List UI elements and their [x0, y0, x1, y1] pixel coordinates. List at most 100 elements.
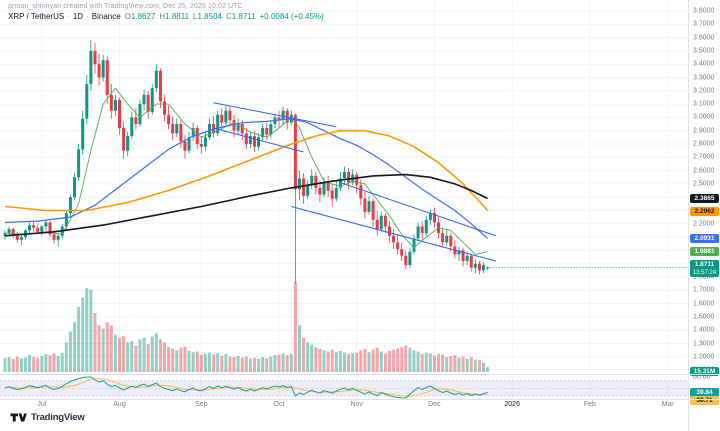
volume-bar: [383, 353, 387, 372]
volume-bar: [330, 349, 334, 372]
volume-bar: [77, 306, 81, 372]
candle-body: [93, 50, 97, 65]
price-tick-label: 3.4000: [693, 60, 715, 68]
candle-body: [334, 187, 338, 199]
candle-body: [191, 128, 195, 138]
volume-bar: [195, 351, 199, 372]
timeframe[interactable]: 1D: [72, 12, 84, 21]
volume-bar: [277, 354, 281, 372]
volume-bar: [269, 356, 273, 372]
candle-body: [416, 226, 420, 239]
volume-bar: [449, 355, 453, 372]
price-tick-label: 1.3000: [693, 340, 715, 347]
volume-bar: [146, 344, 150, 372]
volume-bar: [236, 355, 240, 372]
volume-bar: [228, 356, 232, 372]
candle-body: [146, 94, 150, 113]
trendline: [213, 127, 304, 153]
volume-bar: [52, 353, 56, 372]
price-axis[interactable]: 3.8000 3.7000 3.6000 3.5000 3.4000 3.3000 3.20…: [688, 0, 720, 431]
price-tick-label: 3.3000: [693, 74, 715, 81]
volume-bar: [212, 354, 216, 372]
candle-body: [220, 114, 224, 123]
volume-bar: [175, 350, 179, 372]
candle-body: [3, 233, 7, 236]
volume-bar: [199, 354, 203, 372]
candle-body: [113, 100, 117, 111]
candle-body: [297, 178, 301, 190]
candle-body: [68, 197, 72, 214]
candle-body: [392, 235, 396, 243]
pane-separator[interactable]: [0, 374, 720, 375]
volume-bar: [23, 357, 27, 372]
volume-bar: [44, 354, 48, 372]
candle-body: [257, 137, 261, 147]
tradingview-logo[interactable]: TradingView: [10, 411, 85, 424]
volume-bar: [428, 353, 432, 372]
candle-body: [109, 94, 113, 111]
chart-canvas[interactable]: [0, 0, 688, 399]
candle-body: [445, 235, 449, 243]
change-value: +0.0084 (+0.45%): [259, 12, 324, 21]
volume-bar: [138, 339, 142, 372]
candle-body: [326, 182, 330, 191]
candle-body: [73, 177, 77, 198]
ohlc-value-l: 1.8504: [197, 12, 222, 21]
volume-bar: [7, 357, 11, 372]
candle-body: [269, 124, 273, 135]
candle-body: [375, 219, 379, 230]
volume-bar: [171, 348, 175, 372]
candle-body: [212, 124, 216, 134]
volume-bar: [179, 347, 183, 372]
volume-bar: [118, 337, 122, 372]
candle-body: [48, 222, 52, 235]
price-tick-label: 2.7000: [693, 153, 715, 161]
watermark: arman_shirinyan created with TradingView…: [8, 3, 243, 10]
volume-bar: [314, 347, 318, 372]
volume-bar: [363, 348, 367, 372]
price-tick-label: 3.0000: [693, 113, 715, 121]
ma50-value-badge: 2.0931: [690, 233, 719, 243]
candle-body: [400, 249, 404, 256]
volume-bar: [64, 342, 68, 372]
candle-body: [56, 235, 60, 240]
volume-bar: [318, 348, 322, 372]
volume-bar: [232, 357, 236, 372]
candle-body: [244, 133, 248, 144]
candle-body: [195, 128, 199, 144]
volume-bar: [134, 345, 138, 372]
time-axis[interactable]: Jul Aug Sep Oct Nov Dec 2026 Feb Mar: [0, 399, 688, 412]
time-label-jul: Jul: [37, 401, 47, 408]
ma200-value-badge: 2.3865: [690, 194, 719, 204]
volume-bar: [469, 357, 473, 372]
volume-bar: [36, 357, 40, 372]
candle-body: [105, 60, 109, 95]
symbol-info-bar: XRP / TetherUS · 1D · Binance O1.8627 H1.8811 L…: [8, 12, 324, 21]
candle-body: [306, 185, 310, 196]
last-price-badge: 1.8711 13:57:24: [690, 259, 719, 277]
candle-body: [81, 118, 85, 150]
candle-body: [134, 117, 138, 125]
price-tick-label: 2.9000: [693, 127, 715, 135]
volume-bar: [355, 352, 359, 372]
price-tick-label: 3.1000: [693, 100, 715, 108]
volume-bar: [126, 342, 130, 372]
volume-bar: [473, 359, 477, 372]
volume-bar: [441, 354, 445, 372]
candle-body: [482, 265, 486, 271]
volume-bar: [68, 331, 72, 372]
candle-body: [36, 227, 40, 232]
candle-body: [183, 141, 187, 151]
volume-bar: [396, 348, 400, 372]
symbol-name[interactable]: XRP / TetherUS: [8, 12, 65, 21]
rsi-line: [4, 376, 488, 399]
volume-bar: [97, 325, 101, 372]
volume-bar: [158, 339, 162, 372]
candle-body: [171, 124, 175, 134]
volume-value-badge: 15.31M: [690, 366, 719, 376]
candle-body: [7, 229, 11, 234]
candle-body: [367, 201, 371, 212]
candle-body: [150, 88, 154, 113]
time-label-mar: Mar: [661, 401, 674, 408]
trendline: [291, 206, 496, 262]
